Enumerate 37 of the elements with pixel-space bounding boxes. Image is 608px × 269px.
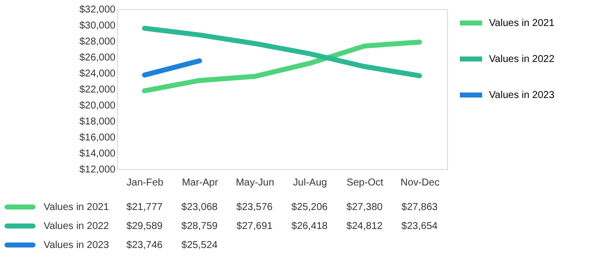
y-tick-label: $18,000 xyxy=(79,116,116,128)
y-tick-label: $14,000 xyxy=(79,148,116,160)
y-tick-label: $28,000 xyxy=(79,36,116,48)
legend-label: Values in 2023 xyxy=(44,240,110,251)
x-tick-label: Mar-Apr xyxy=(182,178,219,188)
data-label: $25,206 xyxy=(291,202,328,213)
y-tick-label: $22,000 xyxy=(79,84,116,96)
text: Values in 2023 xyxy=(489,90,554,101)
y-tick-label: $24,000 xyxy=(79,68,116,80)
y-tick-label: $20,000 xyxy=(79,100,116,112)
legend-label: Values in 2022 xyxy=(489,54,555,65)
y-tick-label: $26,000 xyxy=(79,52,116,64)
x-tick-label: Jul-Aug xyxy=(293,178,327,188)
data-label: $25,524 xyxy=(181,240,218,251)
data-label: $29,589 xyxy=(126,221,164,232)
text: Values in 2021 xyxy=(44,202,109,213)
data-label: $27,691 xyxy=(236,221,274,232)
y-tick-label: $32,000 xyxy=(79,4,116,16)
y-tick-label: $30,000 xyxy=(79,20,116,32)
data-label: $23,746 xyxy=(126,240,164,251)
x-tick-label: Sep-Oct xyxy=(346,178,384,188)
data-label: $23,654 xyxy=(401,221,438,232)
data-label: $21,777 xyxy=(126,202,164,213)
text: Values in 2022 xyxy=(44,221,109,232)
data-label: $23,576 xyxy=(236,202,274,213)
data-label: $27,380 xyxy=(346,202,384,213)
data-label: $23,068 xyxy=(181,202,218,213)
data-label: $27,863 xyxy=(401,202,438,213)
y-tick-label: $16,000 xyxy=(79,132,116,144)
legend-label: Values in 2021 xyxy=(489,18,555,29)
y-tick-label: $12,000 xyxy=(79,164,116,176)
x-tick-label: Nov-Dec xyxy=(400,178,440,188)
x-tick-label: Jan-Feb xyxy=(126,178,164,188)
data-label: $26,418 xyxy=(291,221,328,232)
x-tick-label: May-Jun xyxy=(236,178,274,188)
data-label: $24,812 xyxy=(346,221,384,232)
data-label: $28,759 xyxy=(181,221,218,232)
